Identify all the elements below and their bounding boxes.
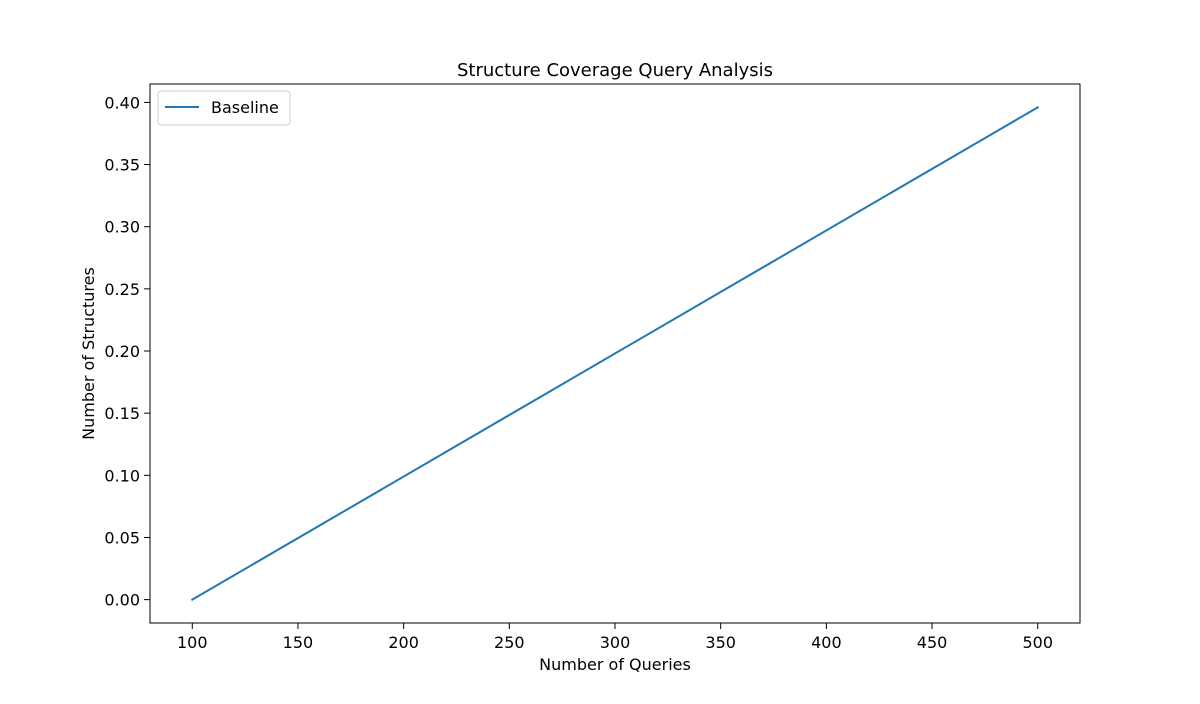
y-tick-label: 0.15: [104, 404, 140, 423]
y-axis-label: Number of Structures: [79, 267, 98, 440]
x-tick-label: 400: [811, 633, 842, 652]
series-layer: [190, 106, 1040, 601]
y-tick-label: 0.00: [104, 591, 140, 610]
y-tick-label: 0.10: [104, 466, 140, 485]
plot-frame: [149, 83, 1081, 624]
y-tick-label: 0.40: [104, 93, 140, 112]
x-tick-label: 350: [705, 633, 736, 652]
x-tick-label: 250: [494, 633, 525, 652]
x-axis-ticks: 100 150 200 250 300 350 400 450 500: [177, 623, 1053, 652]
x-tick-label: 300: [600, 633, 631, 652]
x-tick-label: 150: [283, 633, 314, 652]
legend-box: [157, 90, 291, 126]
y-tick-label: 0.20: [104, 342, 140, 361]
chart-title: Structure Coverage Query Analysis: [457, 60, 773, 81]
legend: Baseline: [157, 90, 291, 126]
x-tick-label: 450: [917, 633, 948, 652]
x-tick-label: 500: [1022, 633, 1053, 652]
legend-label-baseline: Baseline: [211, 98, 279, 117]
y-tick-label: 0.05: [104, 528, 140, 547]
y-axis-ticks: 0.00 0.05 0.10 0.15 0.20 0.25 0.30 0.35 0.40: [104, 93, 150, 610]
x-tick-label: 100: [177, 633, 208, 652]
y-tick-label: 0.35: [104, 156, 140, 175]
x-tick-label: 200: [388, 633, 419, 652]
y-tick-label: 0.30: [104, 218, 140, 237]
series-line-baseline: [190, 106, 1040, 601]
y-tick-label: 0.25: [104, 280, 140, 299]
x-axis-label: Number of Queries: [539, 655, 691, 674]
